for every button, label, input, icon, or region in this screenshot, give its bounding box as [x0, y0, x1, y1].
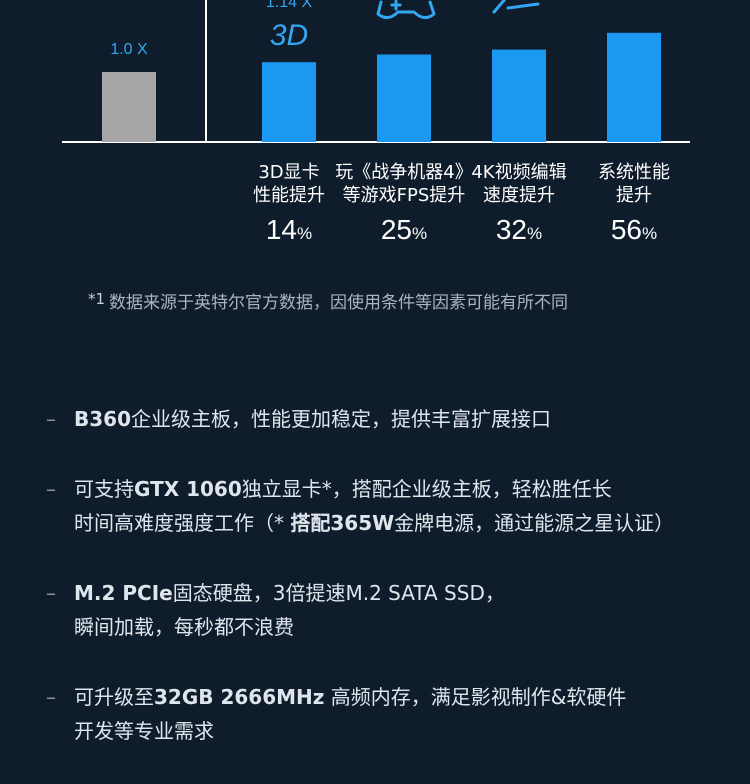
bar-value-label: 1.14 X [266, 0, 313, 11]
feature-item: – M.2 PCIe固态硬盘，3倍提速M.2 SATA SSD， 瞬间加载，每秒… [46, 576, 736, 644]
bar [492, 49, 546, 142]
gamepad-icon [376, 0, 436, 19]
bullet-dash: – [46, 685, 56, 709]
feature-item: – B360企业级主板，性能更加稳定，提供丰富扩展接口 [46, 402, 736, 436]
feature-line: 瞬间加载，每秒都不浪费 [74, 615, 294, 639]
feature-line: 可升级至32GB 2666MHz 高频内存，满足影视制作&软硬件 [74, 685, 627, 709]
category-label: 系统性能 [598, 162, 670, 183]
bullet-dash: – [46, 407, 56, 431]
percent-label: 56% [611, 214, 657, 245]
category-label: 4K视频编辑 [471, 162, 566, 183]
bullet-dash: – [46, 477, 56, 501]
bar [607, 32, 661, 142]
bar [377, 54, 431, 142]
category-label: 等游戏FPS提升 [343, 185, 466, 206]
footnote: *1 数据来源于英特尔官方数据，因使用条件等因素可能有所不同 [88, 288, 568, 313]
feature-line: 可支持GTX 1060独立显卡*，搭配企业级主板，轻松胜任长 [74, 477, 612, 501]
footnote-mark: *1 [88, 290, 106, 308]
baseline-bar [102, 72, 156, 142]
category-label: 玩《战争机器4》 [335, 162, 472, 183]
bar [262, 62, 316, 143]
bullet-dash: – [46, 581, 56, 605]
video-icon [492, 0, 540, 14]
footnote-text: 数据来源于英特尔官方数据，因使用条件等因素可能有所不同 [109, 293, 569, 313]
feature-line: B360企业级主板，性能更加稳定，提供丰富扩展接口 [74, 407, 551, 431]
percent-label: 32% [496, 214, 542, 245]
feature-line: M.2 PCIe固态硬盘，3倍提速M.2 SATA SSD， [74, 581, 505, 605]
feature-line: 开发等专业需求 [74, 719, 214, 743]
category-label: 速度提升 [483, 185, 555, 206]
feature-list: – B360企业级主板，性能更加稳定，提供丰富扩展接口 – 可支持GTX 106… [46, 402, 736, 784]
3d-text-icon: 3D [270, 19, 308, 52]
baseline-label: 1.0 X [110, 41, 148, 58]
category-label: 性能提升 [253, 185, 325, 206]
feature-line: 时间高难度强度工作（* 搭配365W金牌电源，通过能源之星认证） [74, 511, 675, 535]
percent-label: 25% [381, 214, 427, 245]
percent-label: 14% [266, 214, 312, 245]
category-label: 提升 [616, 185, 652, 206]
feature-item: – 可支持GTX 1060独立显卡*，搭配企业级主板，轻松胜任长 时间高难度强度… [46, 472, 736, 540]
feature-item: – 可升级至32GB 2666MHz 高频内存，满足影视制作&软硬件 开发等专业… [46, 680, 736, 748]
category-label: 3D显卡 [258, 162, 319, 183]
